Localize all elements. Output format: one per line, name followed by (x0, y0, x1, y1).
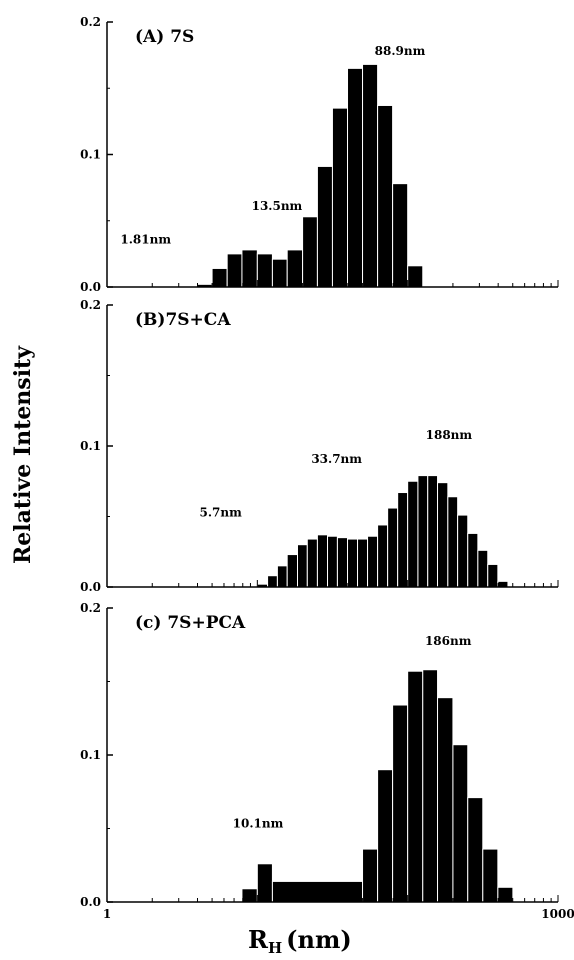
panel-a-bar (226, 253, 243, 288)
panel-b-bar (377, 524, 389, 588)
panel-a-y-tick-label: 0.2 (80, 15, 101, 29)
x-axis-label-sub: H (268, 939, 282, 957)
panel-b-bar (347, 538, 359, 588)
x-tick-label: 1000 (541, 907, 574, 921)
panel-b-bar (297, 544, 308, 588)
x-axis-label: RH (nm) (248, 925, 352, 957)
panel-b-bar (336, 537, 349, 588)
panel-b-bar (427, 475, 439, 588)
panel-c-y-tick-label: 0.2 (80, 601, 101, 615)
x-tick-label: 1 (103, 907, 111, 921)
panel-a: (A) 7S 0.0 0.1 0.2 1.81nm 13.5nm 88.9nm (80, 15, 559, 294)
panel-b-y-tick-label: 0.1 (80, 439, 101, 453)
panel-b-bar (286, 554, 299, 588)
panel-a-bar (377, 104, 394, 288)
panel-c-bar (256, 863, 273, 903)
panel-b-bar (407, 480, 419, 588)
panel-a-title: (A) 7S (135, 27, 194, 47)
panel-a-bar (407, 265, 424, 288)
panel-a-y-tick-label: 0.1 (80, 148, 101, 162)
panel-c-title: (c) 7S+PCA (135, 613, 246, 633)
panel-a-bar (256, 253, 273, 288)
panel-a-y-tick-label: 0.0 (80, 280, 101, 294)
panel-c-peak-label: 186nm (425, 634, 472, 648)
panel-b-bar (357, 538, 369, 588)
panel-c-bar (271, 880, 364, 903)
panel-b-y-tick-label: 0.0 (80, 580, 101, 594)
panel-b-bar (397, 492, 409, 588)
panel-a-bar (362, 63, 379, 288)
panel-c-bar (422, 669, 439, 903)
panel-c-bar (407, 670, 424, 903)
x-axis-label-main: R (248, 925, 269, 954)
panel-b-bar (487, 563, 499, 588)
x-axis-label-unit: (nm) (286, 925, 352, 954)
panel-a-bar (286, 249, 304, 288)
panel-c-bar (452, 744, 469, 903)
panel-c-bar (377, 769, 394, 903)
panel-a-bar (271, 258, 288, 288)
panel-a-bar (241, 249, 258, 288)
panel-b-bar (267, 575, 278, 588)
x-tick-labels: 1 1000 (103, 907, 574, 921)
panel-b-bar (437, 482, 449, 588)
panel-b-bar (457, 514, 469, 588)
panel-b-title: (B)7S+CA (135, 310, 231, 330)
panel-b-peak-label: 5.7nm (199, 506, 242, 520)
y-axis-label: Relative Intensity (10, 345, 36, 564)
panel-b-bar (467, 532, 479, 588)
panel-c-bar (392, 704, 409, 903)
panel-c-y-tick-label: 0.1 (80, 748, 101, 762)
panel-b: (B)7S+CA 0.0 0.1 0.2 5.7nm 33.7nm 188nm (80, 298, 559, 594)
panel-c-bar (437, 697, 454, 903)
panel-c-peak-label: 10.1nm (233, 816, 284, 830)
panel-c-bar (467, 797, 484, 903)
panel-c-y-tick-label: 0.0 (80, 895, 101, 909)
panel-b-bar (276, 565, 288, 588)
panel-c-bar (362, 848, 379, 903)
panel-b-y-tick-label: 0.2 (80, 298, 101, 312)
panel-a-peak-label: 88.9nm (375, 44, 426, 58)
panel-b-bar (387, 507, 399, 588)
panel-b-bar (447, 496, 459, 588)
panel-a-bar (316, 165, 333, 288)
panel-b-peak-label: 33.7nm (311, 452, 362, 466)
panel-a-peak-label: 13.5nm (252, 199, 303, 213)
panel-b-bar (327, 535, 338, 588)
panel-a-bar (392, 183, 409, 288)
panel-a-bar (302, 216, 318, 288)
panel-b-peak-label: 188nm (426, 428, 473, 442)
panel-b-bar (316, 534, 329, 588)
panel-a-bar (347, 67, 364, 288)
panel-c-bar (241, 888, 258, 903)
panel-b-bar (417, 475, 429, 588)
panel-c: (c) 7S+PCA 0.0 0.1 0.2 10.1nm 186nm (80, 601, 559, 909)
panel-c-bar (497, 886, 514, 903)
panel-a-bar (211, 267, 228, 288)
panel-a-bar (331, 107, 349, 288)
panel-b-bar (367, 535, 379, 588)
panel-b-bar (477, 549, 489, 588)
panel-c-bar (482, 848, 499, 903)
panel-b-bar (306, 538, 318, 588)
panel-b-bar (497, 580, 509, 588)
panel-a-peak-label: 1.81nm (120, 232, 171, 246)
